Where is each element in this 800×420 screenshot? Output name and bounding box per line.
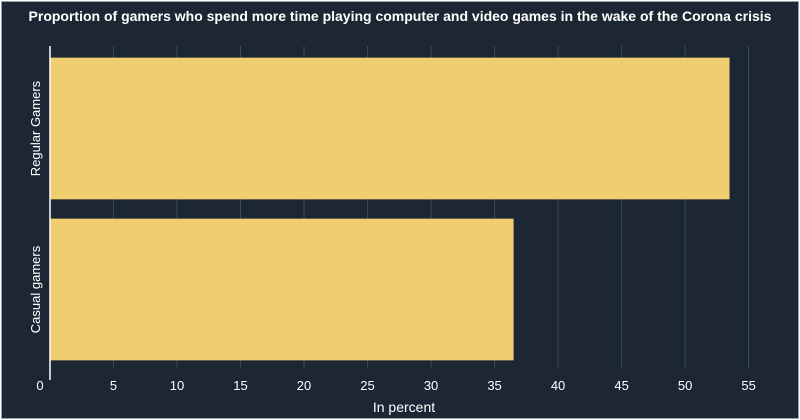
bar-regular-gamers [50, 57, 730, 200]
x-tick-label: 15 [233, 378, 247, 393]
x-tick-label: 20 [297, 378, 311, 393]
x-tick-label: 45 [614, 378, 628, 393]
x-tick-label: 55 [741, 378, 755, 393]
chart-title: Proportion of gamers who spend more time… [28, 8, 772, 24]
x-tick-label: 5 [110, 378, 117, 393]
category-labels: Regular Gamers Casual gamers [28, 80, 43, 333]
x-tick-label: 25 [360, 378, 374, 393]
bar-casual-gamers [50, 218, 514, 361]
x-axis-title: In percent [373, 399, 435, 415]
category-label: Casual gamers [28, 245, 43, 333]
category-label: Regular Gamers [28, 80, 43, 176]
x-tick-label: 0 [36, 378, 43, 393]
x-tick-label: 40 [551, 378, 565, 393]
x-tick-label: 35 [487, 378, 501, 393]
x-axis-ticks: 0 5 10 15 20 25 30 35 40 45 50 55 [36, 378, 755, 393]
x-tick-label: 30 [424, 378, 438, 393]
x-tick-label: 50 [678, 378, 692, 393]
x-tick-label: 10 [170, 378, 184, 393]
bars [50, 57, 730, 361]
